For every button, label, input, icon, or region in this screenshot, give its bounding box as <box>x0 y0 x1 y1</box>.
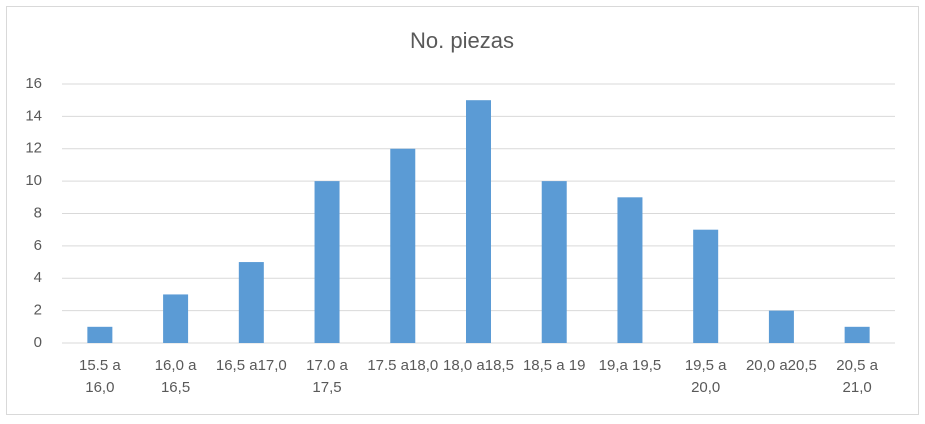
bar <box>466 100 491 343</box>
bar <box>541 181 567 343</box>
y-tick-label: 10 <box>25 172 42 189</box>
chart-title: No. piezas <box>410 28 514 53</box>
y-tick-label: 12 <box>25 140 42 157</box>
y-tick-label: 4 <box>34 269 42 286</box>
x-tick-label: 16,5 a17,0 <box>215 357 287 374</box>
bar <box>844 326 870 343</box>
bar <box>390 148 416 343</box>
x-tick-label: 17.5 a18,0 <box>367 357 439 374</box>
x-tick-label: 16,0 a 16,5 <box>154 357 197 396</box>
bar <box>314 181 340 343</box>
bar <box>238 262 264 343</box>
y-tick-label: 0 <box>34 334 42 351</box>
x-tick-label: 19,a 19,5 <box>598 357 662 374</box>
y-tick-label: 2 <box>34 302 42 319</box>
bar <box>768 310 794 343</box>
x-tick-label: 18,0 a18,5 <box>443 357 514 374</box>
bar <box>163 294 189 343</box>
y-tick-label: 8 <box>34 204 42 221</box>
x-tick-label: 20,0 a20,5 <box>745 357 817 374</box>
bar <box>87 326 113 343</box>
y-tick-label: 16 <box>25 75 42 92</box>
bar <box>693 229 719 343</box>
bar <box>617 197 643 343</box>
x-tick-label: 17.0 a 17,5 <box>306 357 348 396</box>
x-tick-label: 18,5 a 19 <box>522 357 586 374</box>
y-tick-label: 6 <box>34 237 42 254</box>
x-tick-label: 20,5 a 21,0 <box>836 357 878 396</box>
x-tick-label: 15.5 a 16,0 <box>79 357 121 396</box>
chart-border <box>6 6 919 415</box>
y-tick-label: 14 <box>25 107 42 124</box>
x-tick-label: 19,5 a 20,0 <box>684 357 727 396</box>
